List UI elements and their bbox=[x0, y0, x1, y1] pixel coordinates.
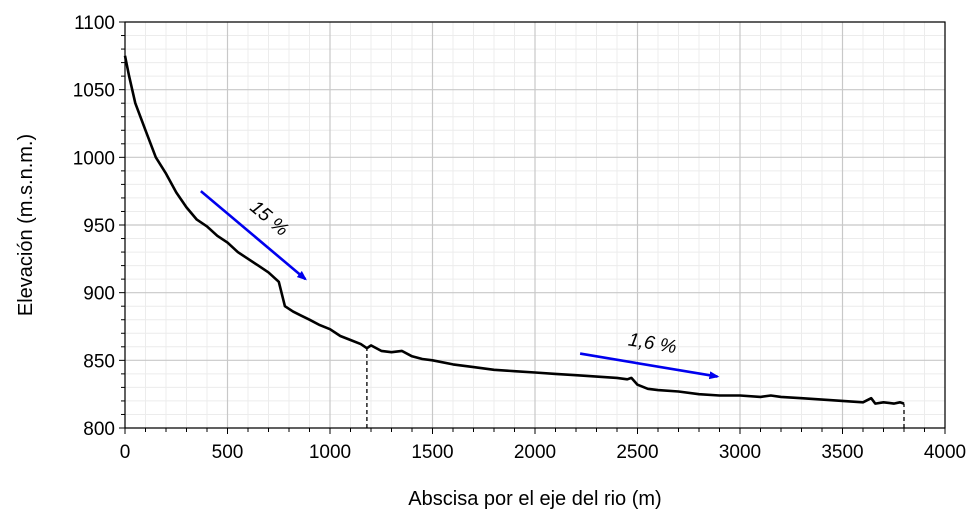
slope-arrow bbox=[579, 352, 720, 380]
y-axis-title: Elevación (m.s.n.m.) bbox=[15, 134, 37, 316]
series-layer bbox=[123, 55, 905, 405]
x-tick-label: 3000 bbox=[719, 442, 761, 463]
x-tick-label: 1500 bbox=[411, 442, 453, 463]
x-tick-label: 1000 bbox=[309, 442, 351, 463]
axis-ticks bbox=[119, 21, 946, 434]
y-tick-label: 950 bbox=[83, 216, 115, 237]
x-tick-label: 2000 bbox=[514, 442, 556, 463]
x-axis-title: Abscisa por el eje del rio (m) bbox=[408, 488, 661, 510]
reference-lines bbox=[366, 348, 905, 428]
x-tick-label: 2500 bbox=[616, 442, 658, 463]
y-tick-label: 800 bbox=[83, 419, 115, 440]
y-tick-label: 1050 bbox=[73, 81, 115, 102]
y-tick-label: 1000 bbox=[73, 148, 115, 169]
x-tick-label: 3500 bbox=[821, 442, 863, 463]
x-tick-label: 500 bbox=[212, 442, 244, 463]
slope-arrow bbox=[200, 190, 307, 281]
y-tick-label: 900 bbox=[83, 284, 115, 305]
x-tick-label: 4000 bbox=[924, 442, 966, 463]
y-axis-tick-labels: 800 850 900 950 1000 1050 1100 bbox=[73, 13, 115, 440]
x-tick-label: 0 bbox=[120, 442, 131, 463]
elevation-profile-line bbox=[123, 55, 905, 405]
y-tick-label: 850 bbox=[83, 351, 115, 372]
y-tick-label: 1100 bbox=[74, 13, 115, 34]
x-axis-tick-labels: 0 500 1000 1500 2000 2500 3000 3500 4000 bbox=[120, 442, 966, 463]
